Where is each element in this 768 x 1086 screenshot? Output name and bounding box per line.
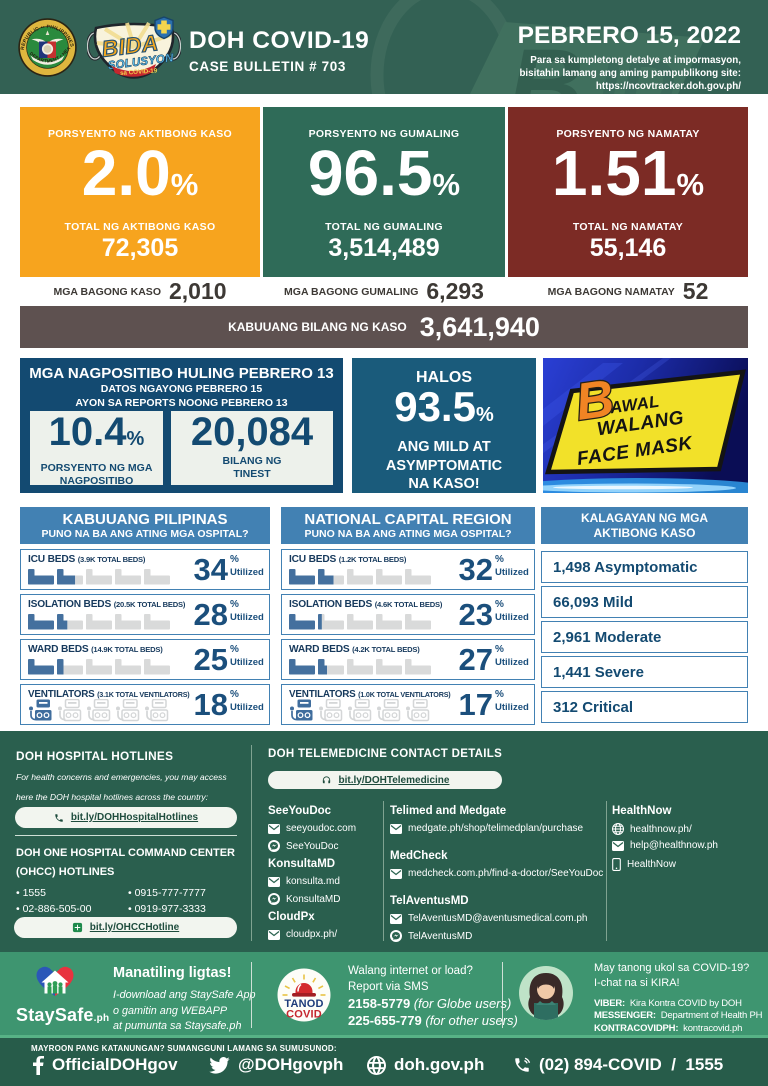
svg-text:sa COVID-19: sa COVID-19 [120,67,158,77]
svg-text:TANOD: TANOD [284,998,323,1010]
svg-text:BIDA: BIDA [100,30,160,62]
svg-text:B: B [572,369,617,432]
svg-text:ID: ID [598,41,676,94]
svg-text:B: B [508,28,584,94]
svg-text:COVID: COVID [286,1009,322,1021]
